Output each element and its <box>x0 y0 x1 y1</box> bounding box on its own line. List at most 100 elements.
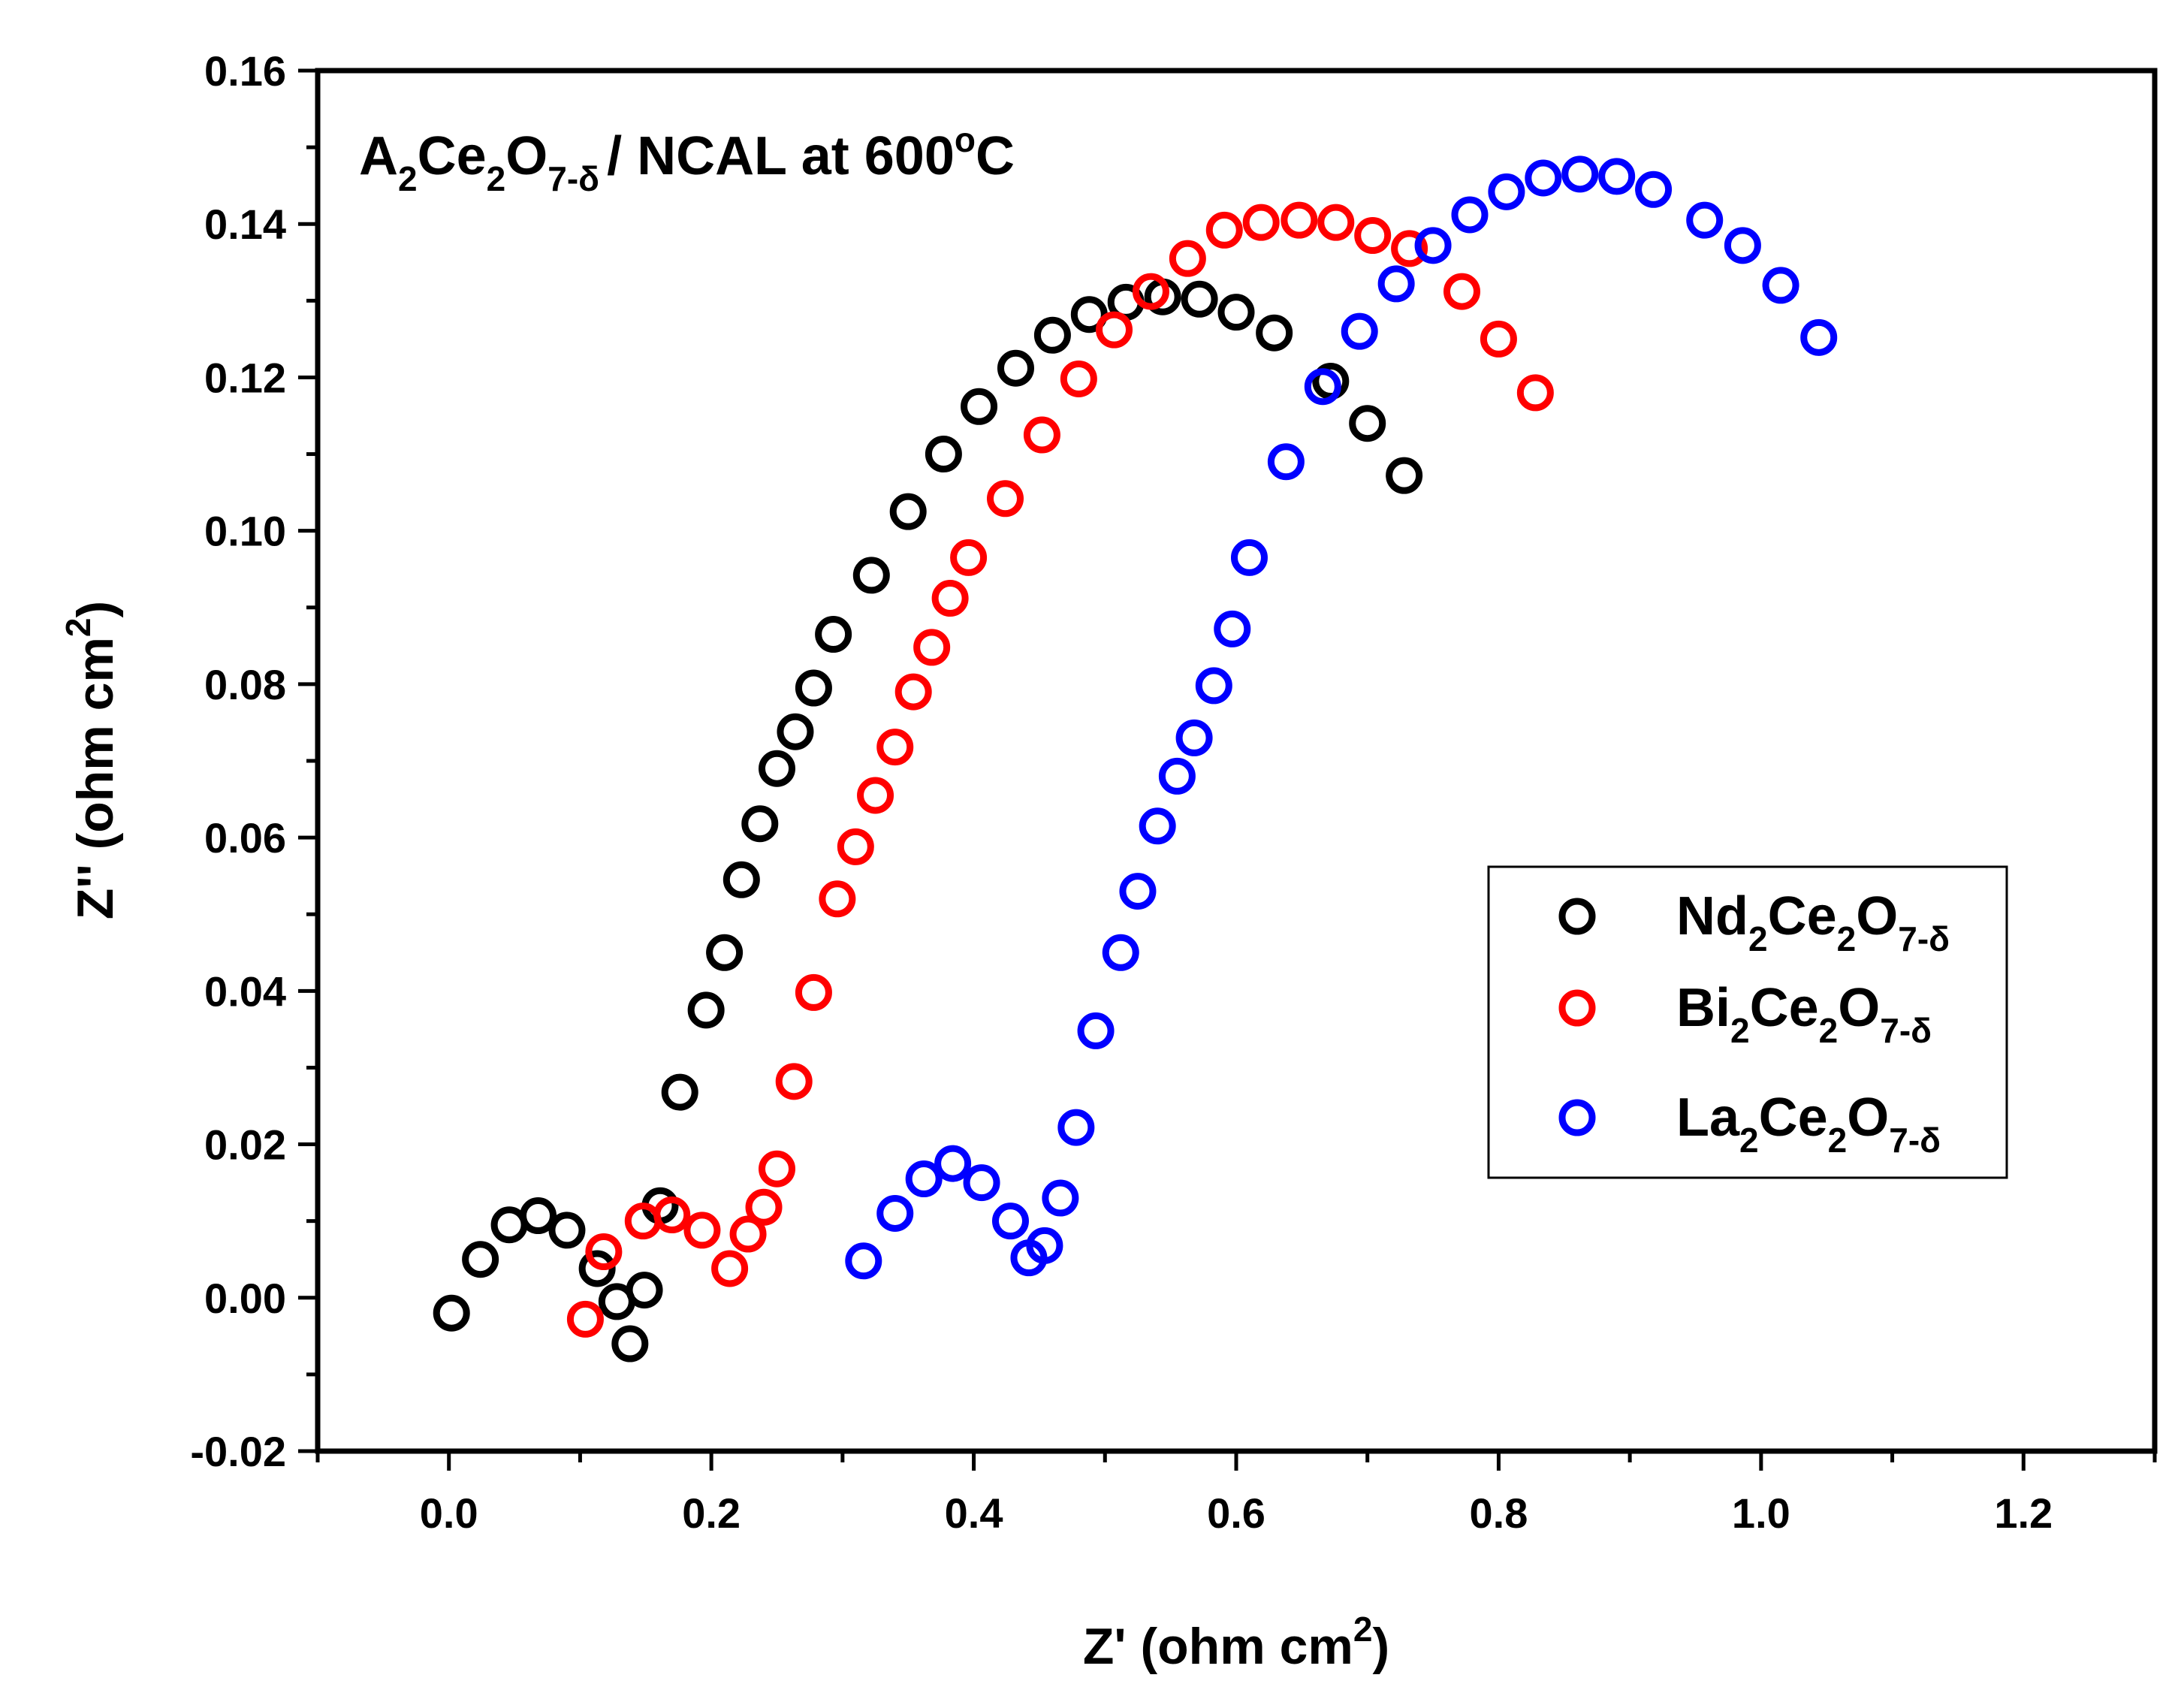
data-point <box>1281 201 1318 239</box>
data-point <box>815 616 852 653</box>
data-point <box>1217 294 1255 331</box>
data-point <box>1230 539 1268 576</box>
data-point <box>1561 155 1599 193</box>
data-point <box>1102 934 1139 971</box>
y-tick-label: 0.00 <box>204 1275 286 1322</box>
data-point <box>905 1160 943 1198</box>
data-point <box>876 729 914 766</box>
x-tick-label: 0.2 <box>682 1489 741 1537</box>
data-point <box>1800 318 1838 356</box>
data-point <box>745 1188 783 1226</box>
axis-tick-labels: 0.0 0.2 0.4 0.6 0.8 1.0 1.2 -0.02 0.00 0.02 0.04 0.… <box>190 47 2053 1537</box>
data-point <box>997 349 1034 387</box>
data-point <box>913 629 951 666</box>
data-point <box>711 1250 749 1287</box>
data-point <box>1304 368 1341 406</box>
data-point <box>683 1212 721 1249</box>
legend-label-bi: Bi2Ce2O7-δ <box>1676 978 1932 1050</box>
data-point <box>1256 314 1293 352</box>
data-point <box>934 1145 972 1182</box>
data-point <box>987 480 1024 518</box>
legend-box <box>1487 865 2008 1179</box>
data-point <box>1686 201 1724 239</box>
data-point <box>845 1242 882 1280</box>
data-point <box>1341 312 1378 350</box>
data-point <box>1267 443 1305 481</box>
legend-label-la: La2Ce2O7-δ <box>1676 1088 1941 1160</box>
data-point <box>1480 320 1517 358</box>
data-point <box>687 991 725 1029</box>
y-tick-label: 0.10 <box>204 508 286 555</box>
y-tick-label: 0.06 <box>204 814 286 862</box>
data-point <box>729 1215 767 1253</box>
data-point <box>1451 196 1489 234</box>
data-point <box>775 1063 813 1100</box>
data-point <box>585 1233 623 1271</box>
y-tick-label: 0.08 <box>204 661 286 708</box>
series-0 <box>433 278 1423 1362</box>
data-point <box>722 861 760 898</box>
data-point <box>852 557 890 594</box>
data-point <box>1158 757 1196 795</box>
data-point <box>1317 204 1355 241</box>
data-point <box>566 1300 604 1338</box>
y-tick-label: -0.02 <box>190 1428 286 1475</box>
data-point <box>837 828 874 865</box>
data-point <box>819 880 856 918</box>
data-point <box>1525 159 1562 197</box>
y-tick-label: 0.14 <box>204 201 286 248</box>
data-point <box>961 388 998 425</box>
data-point <box>741 805 779 843</box>
data-point <box>1386 457 1423 494</box>
x-tick-label: 0.0 <box>420 1489 478 1537</box>
data-point <box>1057 1109 1095 1146</box>
data-point <box>1635 170 1673 208</box>
data-point <box>950 539 988 576</box>
legend-label-nd: Nd2Ce2O7-δ <box>1676 886 1950 958</box>
data-point <box>1026 1227 1063 1264</box>
data-point <box>1242 204 1280 241</box>
data-point <box>759 1150 795 1187</box>
data-point <box>876 1194 914 1232</box>
data-point <box>1181 280 1218 318</box>
data-point <box>1349 405 1386 442</box>
x-axis-title: Z' (ohm cm2) <box>1083 1610 1389 1675</box>
data-point <box>1762 267 1799 304</box>
data-point <box>653 1196 691 1233</box>
data-point <box>889 493 927 530</box>
data-point <box>1132 273 1169 310</box>
data-point <box>795 973 832 1011</box>
data-point <box>1377 265 1415 303</box>
data-points <box>433 155 1838 1362</box>
data-point <box>433 1294 470 1332</box>
data-point <box>1205 211 1243 249</box>
data-point <box>1169 240 1206 277</box>
legend: Nd2Ce2O7-δ Bi2Ce2O7-δ La2Ce2O7-δ <box>1487 865 2008 1179</box>
data-point <box>1023 416 1060 454</box>
data-point <box>795 669 832 707</box>
data-point <box>1354 217 1392 255</box>
data-point <box>462 1241 499 1278</box>
data-point <box>1214 610 1251 647</box>
x-tick-label: 0.6 <box>1207 1489 1265 1537</box>
data-point <box>548 1212 586 1249</box>
data-point <box>991 1203 1029 1240</box>
data-point <box>1175 719 1213 756</box>
x-tick-label: 0.4 <box>945 1489 1003 1537</box>
y-tick-label: 0.16 <box>204 47 286 95</box>
y-axis-title: Z'' (ohm cm2) <box>59 601 124 919</box>
data-point <box>925 436 962 473</box>
data-point <box>1516 374 1554 412</box>
data-point <box>1033 316 1071 354</box>
data-point <box>611 1325 649 1362</box>
data-point <box>706 934 744 971</box>
x-tick-label: 1.2 <box>1994 1489 2053 1537</box>
data-point <box>1724 227 1761 264</box>
series-1 <box>566 201 1554 1338</box>
data-point <box>1598 158 1636 195</box>
data-point <box>1096 311 1133 349</box>
data-point <box>1139 807 1176 845</box>
x-tick-label: 1.0 <box>1732 1489 1790 1537</box>
data-point <box>1077 1012 1115 1049</box>
